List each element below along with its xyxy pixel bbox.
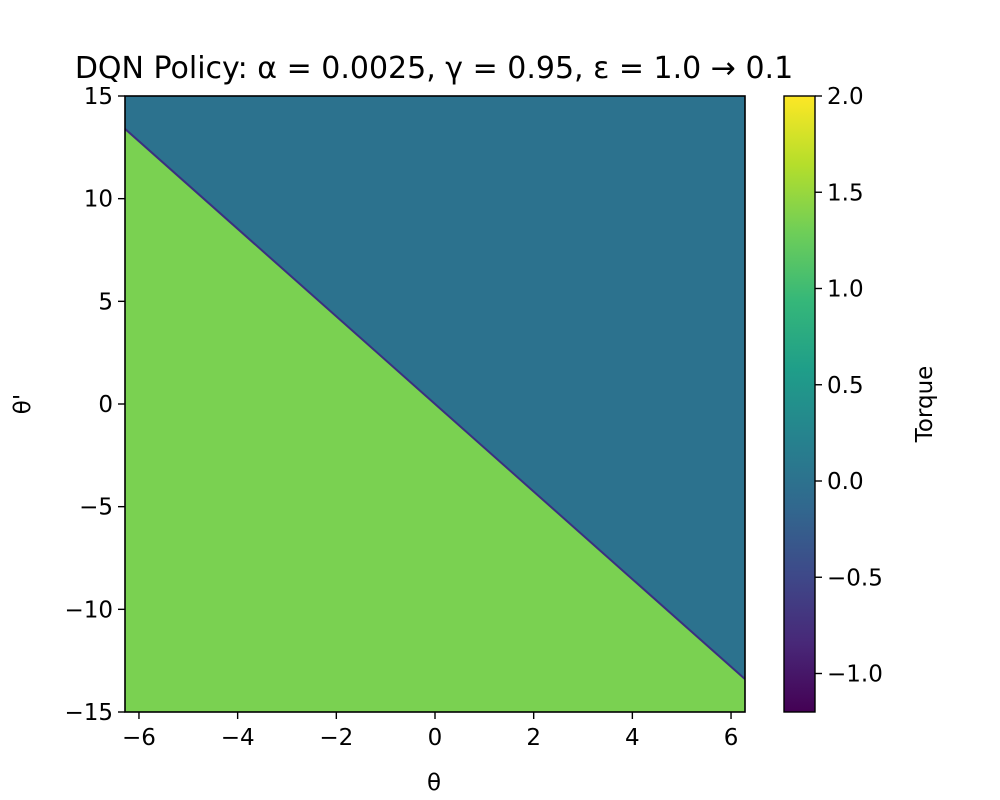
- colorbar-tick-label: 0.5: [827, 373, 864, 399]
- y-tick-label: 5: [98, 289, 113, 315]
- y-tick-label: 10: [84, 187, 113, 213]
- chart-title: DQN Policy: α = 0.0025, γ = 0.95, ε = 1.…: [75, 51, 793, 86]
- colorbar-tick-label: 2.0: [827, 84, 864, 110]
- x-tick-label: 6: [724, 725, 739, 751]
- decision-boundary: [124, 128, 746, 680]
- y-tick-label: 15: [84, 84, 113, 110]
- colorbar-gradient: [783, 95, 816, 713]
- x-axis-label: θ: [427, 770, 441, 796]
- y-tick-label: −15: [64, 700, 113, 726]
- x-tick-label: −4: [221, 725, 255, 751]
- colorbar-tick-label: 0.0: [827, 469, 864, 495]
- y-axis-label: θ': [10, 394, 36, 414]
- x-axis-ticks: −6 −4 −2 0 2 4 6: [122, 712, 738, 751]
- heatmap-region-lower-left: [125, 128, 745, 712]
- y-tick-label: −5: [79, 495, 113, 521]
- y-tick-label: 0: [98, 392, 113, 418]
- colorbar-tick-label: 1.0: [827, 277, 864, 303]
- heatmap-plot-area: [124, 95, 746, 713]
- x-tick-label: −6: [122, 725, 156, 751]
- colorbar-label: Torque: [912, 366, 938, 444]
- colorbar-tick-label: −1.0: [827, 662, 883, 688]
- heatmap-region-upper-right: [125, 96, 745, 680]
- colorbar: [783, 95, 816, 713]
- y-tick-label: −10: [64, 597, 113, 623]
- colorbar-tick-label: −0.5: [827, 565, 883, 591]
- y-axis-ticks: −15 −10 −5 0 5 10 15: [64, 84, 125, 726]
- colorbar-ticks: −1.0 −0.5 0.0 0.5 1.0 1.5 2.0: [815, 84, 883, 688]
- colorbar-tick-label: 1.5: [827, 180, 864, 206]
- x-tick-label: 2: [526, 725, 541, 751]
- x-tick-label: 4: [625, 725, 640, 751]
- x-tick-label: −2: [319, 725, 353, 751]
- x-tick-label: 0: [428, 725, 443, 751]
